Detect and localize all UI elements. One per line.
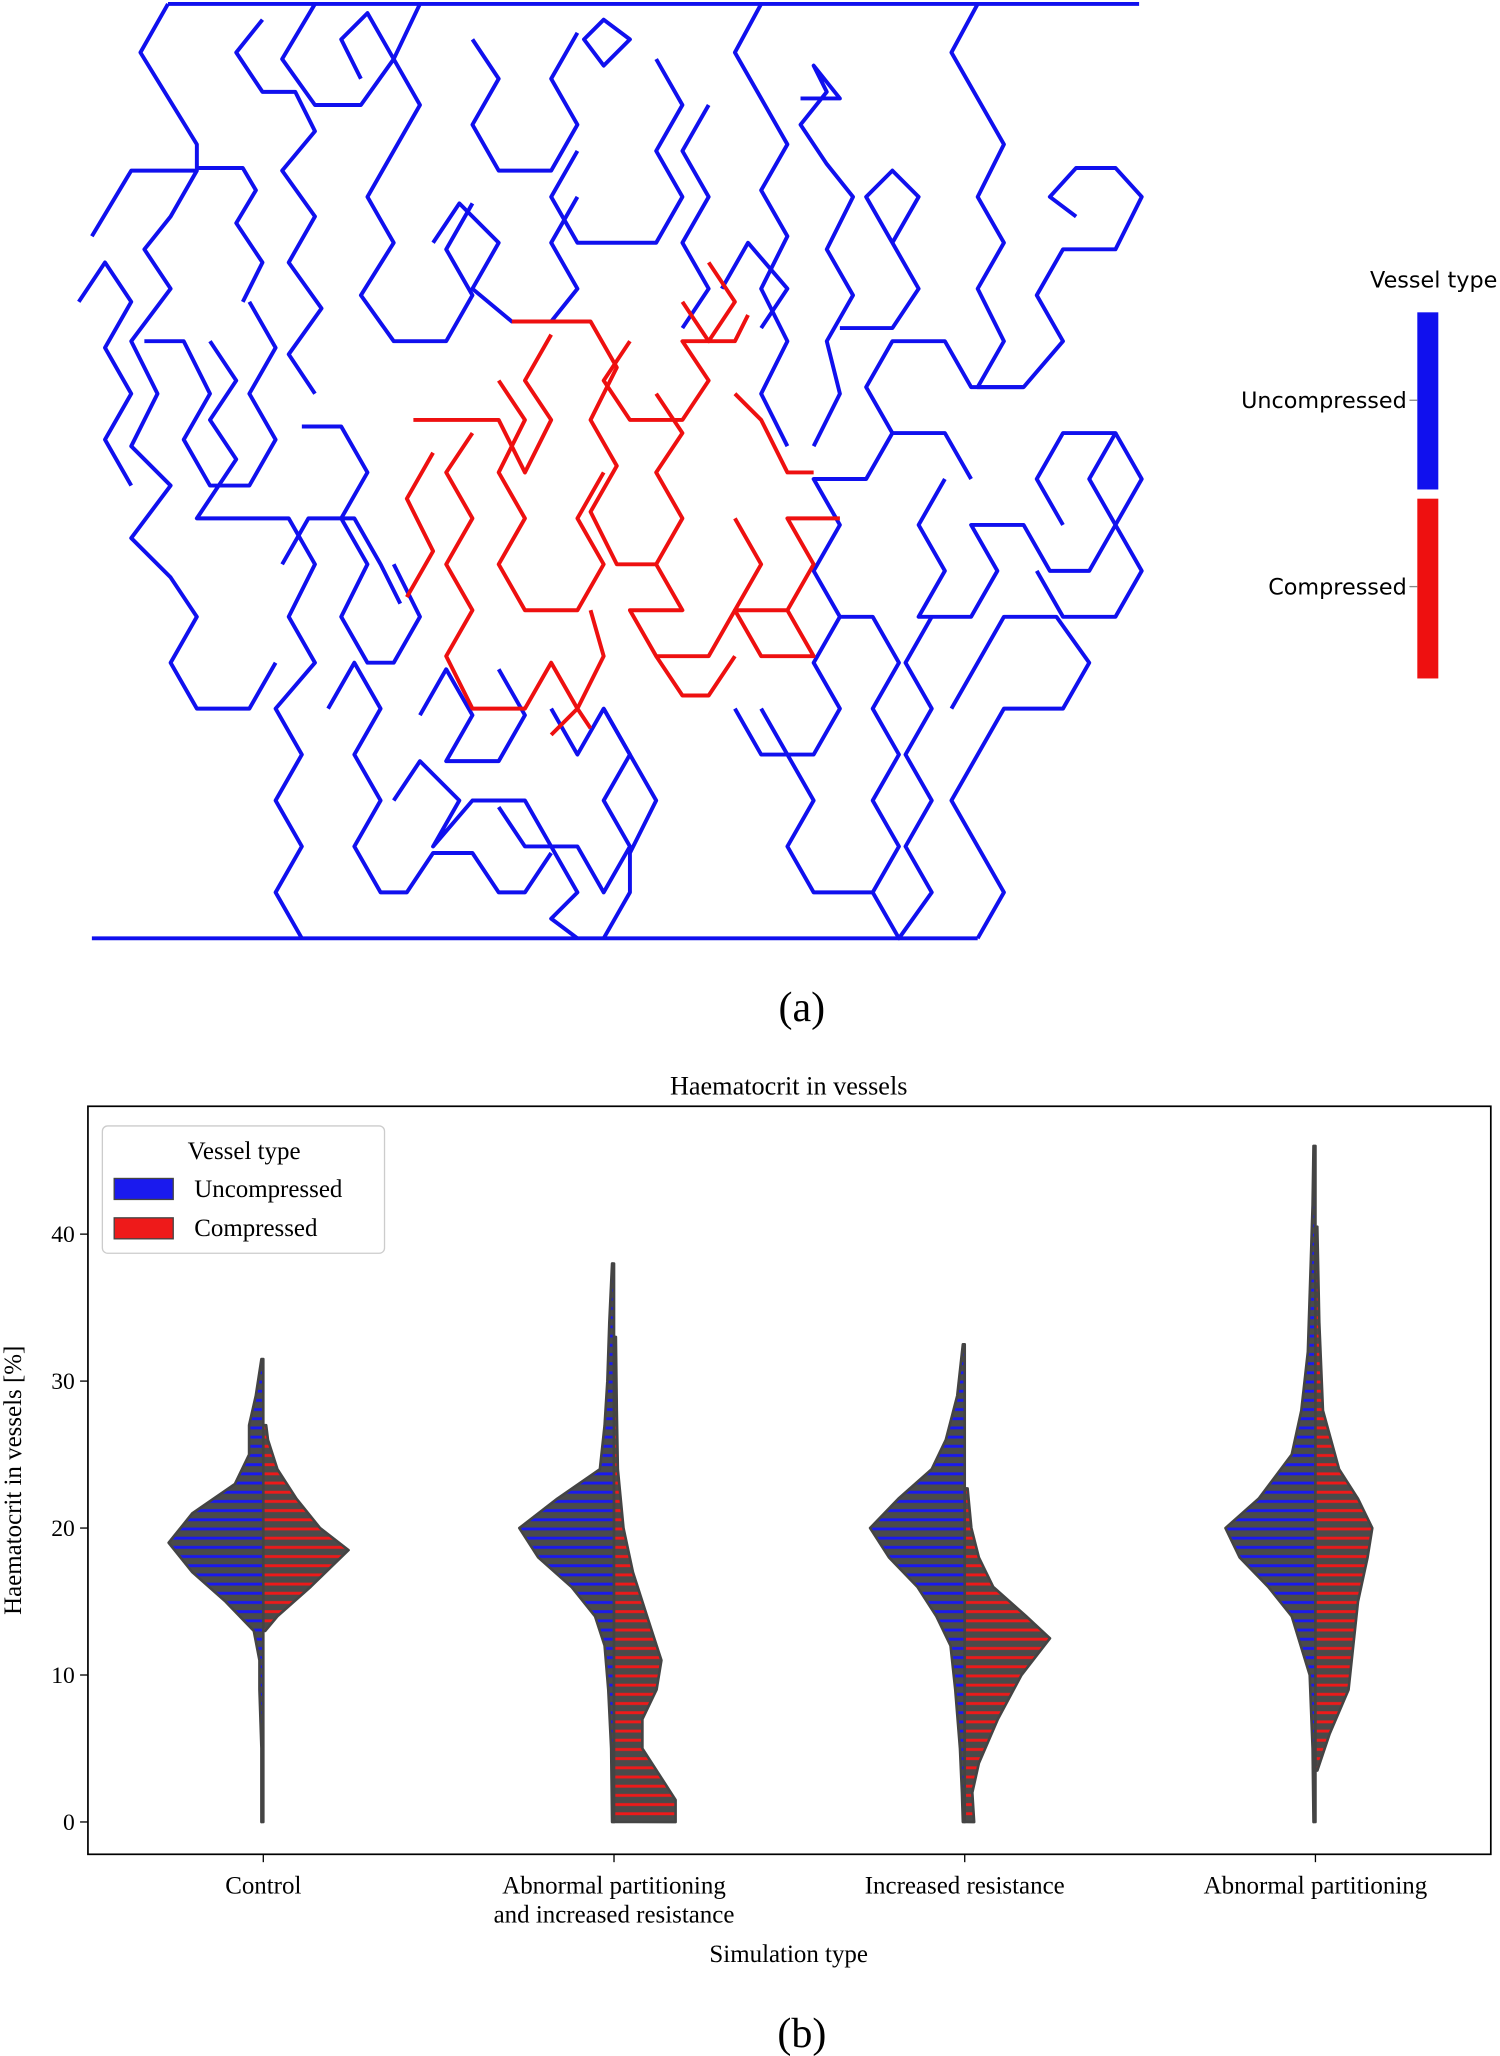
x-tick-label: Abnormal partitioning <box>1204 1873 1428 1900</box>
panel-label: (b) <box>777 2011 826 2056</box>
legend-title: Vessel type <box>188 1138 301 1165</box>
violin-half <box>517 1262 616 1824</box>
x-tick-label: Abnormal partitioning and increased resis… <box>494 1873 735 1929</box>
colorbar-title: Vessel type <box>1370 267 1497 293</box>
legend-label: Uncompressed <box>194 1176 343 1203</box>
chart-title: Haematocrit in vessels <box>670 1071 908 1100</box>
x-tick-label: Increased resistance <box>865 1873 1065 1900</box>
x-tick-label: Control <box>225 1873 301 1900</box>
colorbar-label: Compressed <box>1268 574 1407 600</box>
violin-half <box>1224 1144 1317 1824</box>
legend-swatch <box>113 1177 174 1201</box>
x-axis-label: Simulation type <box>709 1941 868 1968</box>
violin-half <box>963 1487 1052 1824</box>
colorbar-swatch <box>1417 312 1439 490</box>
y-axis-label: Haematocrit in vessels [%] <box>0 1346 27 1615</box>
y-tick-label: 0 <box>63 1810 75 1836</box>
violin-half <box>1314 1225 1374 1772</box>
y-tick-label: 20 <box>51 1516 75 1542</box>
violin-half <box>261 1423 350 1633</box>
network-colorbar: Vessel type Uncompressed Compressed <box>1241 267 1497 679</box>
colorbar-label: Uncompressed <box>1241 388 1407 414</box>
violin-half <box>167 1357 265 1824</box>
legend-label: Compressed <box>194 1215 318 1242</box>
colorbar-swatch <box>1417 498 1439 679</box>
legend: Vessel type Uncompressed Compressed <box>101 1125 386 1254</box>
plot-frame <box>87 1105 1492 1856</box>
vessel-network-uncompressed <box>77 1 1144 941</box>
y-tick-label: 10 <box>51 1663 75 1689</box>
y-tick-label: 40 <box>51 1222 75 1248</box>
panel-label: (a) <box>779 985 826 1031</box>
violin-half <box>612 1335 677 1824</box>
vessel-network-compressed <box>404 261 840 737</box>
violin-half <box>868 1343 967 1824</box>
legend-swatch <box>113 1217 174 1240</box>
violin-chart: Haematocrit in vessels Simulation type H… <box>0 1071 1492 1968</box>
y-tick-label: 30 <box>51 1369 75 1395</box>
